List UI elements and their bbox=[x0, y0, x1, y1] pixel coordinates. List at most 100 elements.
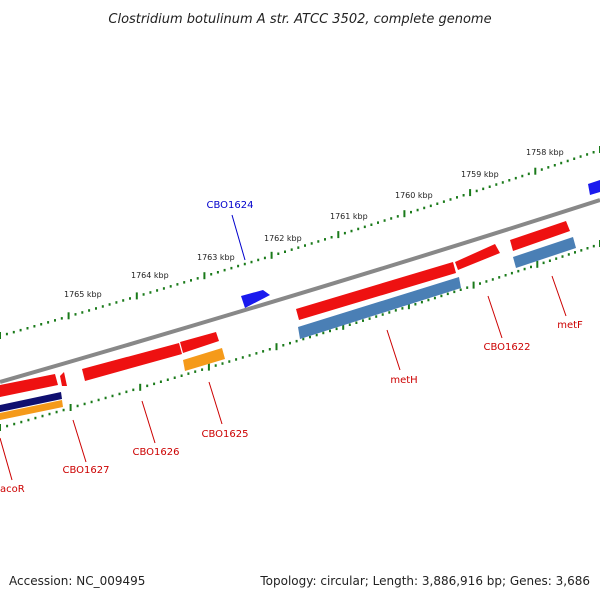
outer-ring-minor-tick bbox=[560, 161, 563, 165]
inner-ring-minor-tick bbox=[542, 261, 545, 265]
inner-ring-minor-tick bbox=[375, 315, 378, 318]
gene-red-small[interactable] bbox=[60, 372, 67, 386]
outer-ring-major-tick bbox=[135, 292, 138, 300]
gene-label-cbo1626: CBO1626 bbox=[133, 447, 180, 458]
accession-text: Accession: NC_009495 bbox=[9, 574, 146, 588]
outer-ring-minor-tick bbox=[423, 206, 426, 210]
outer-ring-minor-tick bbox=[169, 285, 172, 288]
inner-ring-minor-tick bbox=[34, 416, 37, 420]
outer-ring-minor-tick bbox=[586, 153, 589, 156]
outer-ring-minor-tick bbox=[573, 157, 576, 160]
inner-ring-minor-tick bbox=[567, 253, 570, 256]
inner-ring-minor-tick bbox=[555, 257, 558, 260]
outer-ring-minor-tick bbox=[74, 313, 77, 316]
inner-ring-minor-tick bbox=[111, 394, 114, 398]
outer-ring-minor-tick bbox=[243, 262, 246, 266]
inner-ring-major-tick bbox=[407, 302, 410, 310]
inner-ring-minor-tick bbox=[214, 364, 217, 367]
genome-backbone bbox=[0, 198, 600, 384]
inner-ring-minor-tick bbox=[194, 370, 197, 373]
outer-ring-minor-tick bbox=[501, 181, 504, 184]
outer-ring-minor-tick bbox=[436, 202, 439, 205]
outer-ring-minor-tick bbox=[357, 227, 360, 231]
inner-ring-minor-tick bbox=[248, 354, 251, 357]
gene-cbo1624[interactable] bbox=[241, 290, 270, 308]
outer-ring-minor-tick bbox=[514, 176, 517, 180]
outer-ring-minor-tick bbox=[363, 225, 366, 229]
outer-ring-minor-tick bbox=[508, 179, 511, 182]
outer-ring-minor-tick bbox=[396, 215, 399, 218]
outer-ring-minor-tick bbox=[210, 273, 213, 276]
inner-ring-minor-tick bbox=[485, 280, 488, 283]
inner-ring-minor-tick bbox=[6, 424, 9, 428]
cds-cbo1627-navy[interactable] bbox=[0, 392, 62, 412]
tick-label-1765: 1765 kbp bbox=[64, 290, 102, 299]
inner-ring-minor-tick bbox=[504, 274, 507, 277]
outer-ring-minor-tick bbox=[176, 283, 179, 286]
outer-ring-minor-tick bbox=[216, 271, 219, 274]
outer-ring-minor-tick bbox=[88, 309, 91, 312]
outer-ring-minor-tick bbox=[257, 258, 260, 262]
inner-ring-minor-tick bbox=[530, 265, 532, 269]
inner-ring-minor-tick bbox=[90, 400, 93, 404]
outer-ring-minor-tick bbox=[26, 327, 29, 330]
leader-metf bbox=[551, 275, 567, 317]
inner-ring-minor-tick bbox=[446, 292, 449, 296]
inner-ring-major-tick bbox=[0, 424, 1, 431]
cds-meth[interactable] bbox=[298, 277, 461, 339]
inner-ring-minor-tick bbox=[76, 404, 79, 408]
inner-ring-minor-tick bbox=[262, 350, 265, 353]
inner-ring-minor-tick bbox=[348, 323, 351, 326]
inner-ring-minor-tick bbox=[491, 278, 494, 281]
inner-tick-ring bbox=[0, 240, 600, 431]
gene-feature-right-edge[interactable] bbox=[588, 180, 600, 195]
outer-ring-major-tick bbox=[203, 272, 206, 280]
inner-ring-minor-tick bbox=[118, 392, 121, 396]
outer-ring-major-tick bbox=[534, 167, 537, 175]
outer-ring-minor-tick bbox=[108, 303, 111, 306]
outer-ring-minor-tick bbox=[390, 217, 393, 220]
gene-cbo1625-red[interactable] bbox=[180, 332, 219, 353]
inner-ring-minor-tick bbox=[221, 362, 224, 365]
gene-metf-red[interactable] bbox=[510, 221, 570, 251]
inner-ring-minor-tick bbox=[414, 303, 417, 306]
gene-label-cbo1624: CBO1624 bbox=[207, 200, 254, 211]
outer-ring-minor-tick bbox=[101, 305, 104, 308]
gene-label-metf: metF bbox=[557, 320, 583, 331]
gene-cbo1622-red[interactable] bbox=[455, 244, 500, 270]
inner-ring-minor-tick bbox=[146, 384, 149, 388]
topology-text: Topology: circular; Length: 3,886,916 bp… bbox=[260, 574, 590, 588]
inner-ring-major-tick bbox=[342, 322, 345, 330]
outer-ring-minor-tick bbox=[183, 281, 186, 284]
tick-label-1759: 1759 kbp bbox=[461, 170, 499, 179]
inner-ring-minor-tick bbox=[187, 372, 190, 375]
outer-ring-minor-tick bbox=[129, 297, 131, 300]
gene-meth-red[interactable] bbox=[296, 262, 456, 320]
inner-ring-minor-tick bbox=[510, 271, 513, 275]
outer-ring-minor-tick bbox=[410, 210, 412, 214]
tick-label-1758: 1758 kbp bbox=[526, 148, 564, 157]
gene-cbo1627-red[interactable] bbox=[0, 374, 58, 397]
outer-ring-minor-tick bbox=[370, 223, 373, 226]
cds-metf[interactable] bbox=[513, 237, 576, 268]
outer-ring-minor-tick bbox=[190, 279, 192, 282]
inner-ring-minor-tick bbox=[427, 298, 430, 302]
inner-ring-minor-tick bbox=[41, 414, 44, 418]
inner-ring-minor-tick bbox=[241, 356, 244, 359]
inner-ring-minor-tick bbox=[125, 390, 128, 394]
outer-ring-minor-tick bbox=[521, 174, 524, 178]
leader-cbo1624 bbox=[231, 214, 246, 261]
inner-ring-minor-tick bbox=[498, 276, 501, 279]
inner-ring-minor-tick bbox=[453, 290, 456, 294]
inner-ring-minor-tick bbox=[268, 348, 271, 351]
gene-cbo1626-red[interactable] bbox=[82, 343, 182, 381]
outer-ring-minor-tick bbox=[156, 289, 159, 292]
inner-ring-minor-tick bbox=[592, 244, 595, 248]
cds-cbo1627-orange[interactable] bbox=[0, 400, 63, 420]
outer-ring-minor-tick bbox=[250, 260, 253, 264]
outer-ring-minor-tick bbox=[475, 189, 478, 193]
cds-cbo1625[interactable] bbox=[183, 348, 225, 371]
tick-label-1762: 1762 kbp bbox=[264, 234, 302, 243]
inner-ring-minor-tick bbox=[173, 376, 176, 379]
outer-ring-minor-tick bbox=[115, 301, 118, 304]
